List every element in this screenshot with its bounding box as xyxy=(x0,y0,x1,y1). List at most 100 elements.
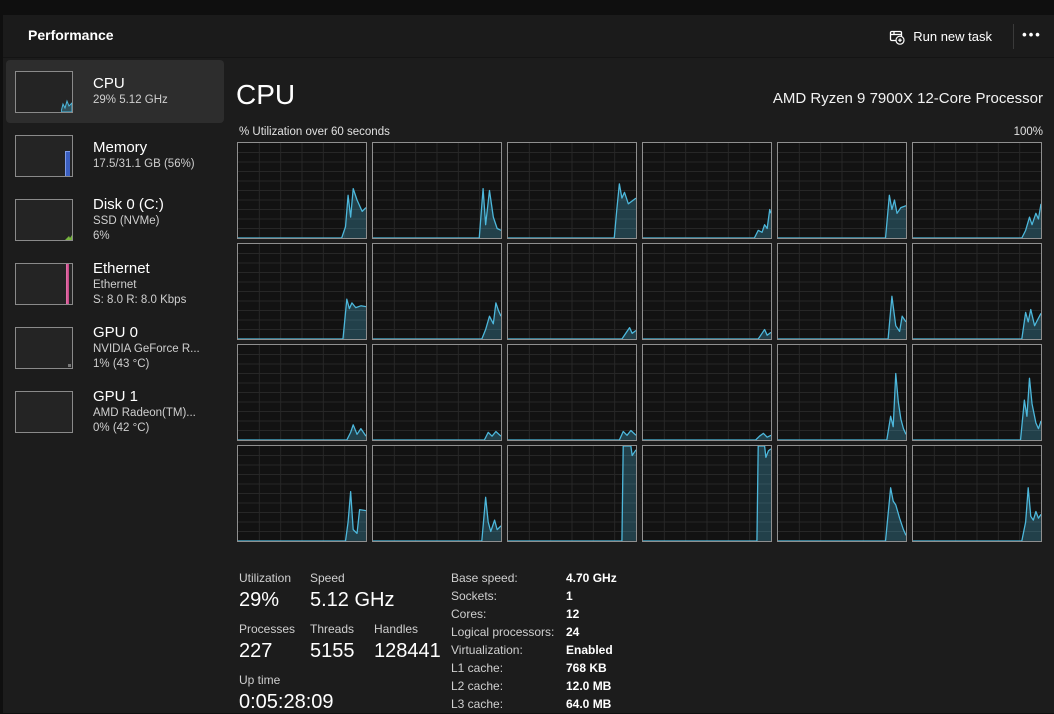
cpu-core-graph-6 xyxy=(237,243,367,340)
l2-cache-label: L2 cache: xyxy=(451,679,503,693)
cpu-core-graph-17 xyxy=(912,344,1042,441)
sidebar-cpu-sub: 29% 5.12 GHz xyxy=(93,93,168,108)
cpu-core-graph-1 xyxy=(372,142,502,239)
header-divider xyxy=(1013,24,1014,49)
cpu-core-graph-5 xyxy=(912,142,1042,239)
sidebar-ethernet-sub1: Ethernet xyxy=(93,278,186,293)
speed-value: 5.12 GHz xyxy=(310,589,394,612)
logical-processors-value: 24 xyxy=(566,625,579,639)
cpu-core-graph-7 xyxy=(372,243,502,340)
cpu-core-graph-16 xyxy=(777,344,907,441)
gpu1-mini-graph xyxy=(15,391,73,433)
sidebar-disk-title: Disk 0 (C:) xyxy=(93,196,164,214)
performance-sidebar: CPU 29% 5.12 GHz Memory 17.5/31.1 GB (56… xyxy=(3,59,227,713)
sidebar-item-memory[interactable]: Memory 17.5/31.1 GB (56%) xyxy=(6,124,224,187)
threads-label: Threads xyxy=(310,622,354,636)
cpu-core-graph-22 xyxy=(777,445,907,542)
sidebar-item-ethernet[interactable]: Ethernet Ethernet S: 8.0 R: 8.0 Kbps xyxy=(6,252,224,315)
more-options-button[interactable]: ••• xyxy=(1018,27,1046,47)
handles-value: 128441 xyxy=(374,640,441,663)
cpu-core-graph-0 xyxy=(237,142,367,239)
cores-value: 12 xyxy=(566,607,579,621)
cpu-core-graph-9 xyxy=(642,243,772,340)
uptime-label: Up time xyxy=(239,673,280,687)
sidebar-ethernet-title: Ethernet xyxy=(93,260,186,278)
sidebar-ethernet-sub2: S: 8.0 R: 8.0 Kbps xyxy=(93,293,186,308)
sockets-value: 1 xyxy=(566,589,573,603)
cpu-processor-name: AMD Ryzen 9 7900X 12-Core Processor xyxy=(773,90,1043,107)
cpu-mini-graph xyxy=(15,71,73,113)
run-new-task-button[interactable]: Run new task xyxy=(879,22,1002,51)
l3-cache-value: 64.0 MB xyxy=(566,697,611,711)
base-speed-label: Base speed: xyxy=(451,571,518,585)
sidebar-memory-title: Memory xyxy=(93,139,195,157)
cpu-core-graph-18 xyxy=(237,445,367,542)
header-bar: Performance Run new task ••• xyxy=(3,15,1054,58)
sidebar-gpu0-sub1: NVIDIA GeForce R... xyxy=(93,342,200,357)
threads-value: 5155 xyxy=(310,640,355,663)
sidebar-item-gpu1[interactable]: GPU 1 AMD Radeon(TM)... 0% (42 °C) xyxy=(6,380,224,443)
utilization-caption: % Utilization over 60 seconds xyxy=(239,126,390,138)
l3-cache-label: L3 cache: xyxy=(451,697,503,711)
ethernet-mini-graph xyxy=(15,263,73,305)
handles-label: Handles xyxy=(374,622,418,636)
page-title: Performance xyxy=(28,27,114,43)
run-new-task-label: Run new task xyxy=(913,29,992,44)
sidebar-item-disk0[interactable]: Disk 0 (C:) SSD (NVMe) 6% xyxy=(6,188,224,251)
logical-processors-label: Logical processors: xyxy=(451,625,554,639)
gpu0-mini-mark-icon xyxy=(68,364,71,367)
ethernet-mini-line-icon xyxy=(66,264,69,304)
sidebar-item-cpu[interactable]: CPU 29% 5.12 GHz xyxy=(6,60,224,123)
cpu-core-graph-20 xyxy=(507,445,637,542)
sidebar-cpu-title: CPU xyxy=(93,75,168,93)
memory-mini-bar-icon xyxy=(65,151,70,176)
cpu-core-graph-23 xyxy=(912,445,1042,542)
sidebar-gpu1-title: GPU 1 xyxy=(93,388,196,406)
cpu-core-grid xyxy=(237,142,1042,542)
disk-mini-spike-icon xyxy=(65,234,72,240)
cpu-core-graph-4 xyxy=(777,142,907,239)
utilization-value: 29% xyxy=(239,589,279,612)
sidebar-item-gpu0[interactable]: GPU 0 NVIDIA GeForce R... 1% (43 °C) xyxy=(6,316,224,379)
sidebar-memory-sub: 17.5/31.1 GB (56%) xyxy=(93,157,195,172)
l1-cache-value: 768 KB xyxy=(566,661,607,675)
base-speed-value: 4.70 GHz xyxy=(566,571,617,585)
cpu-core-graph-13 xyxy=(372,344,502,441)
cpu-core-graph-21 xyxy=(642,445,772,542)
cpu-core-graph-3 xyxy=(642,142,772,239)
memory-mini-graph xyxy=(15,135,73,177)
speed-label: Speed xyxy=(310,571,345,585)
l2-cache-value: 12.0 MB xyxy=(566,679,611,693)
cpu-core-graph-8 xyxy=(507,243,637,340)
max-scale-label: 100% xyxy=(1014,126,1043,138)
cpu-page-title: CPU xyxy=(236,79,295,111)
utilization-label: Utilization xyxy=(239,571,291,585)
sockets-label: Sockets: xyxy=(451,589,497,603)
cpu-core-graph-10 xyxy=(777,243,907,340)
processes-value: 227 xyxy=(239,640,272,663)
cores-label: Cores: xyxy=(451,607,486,621)
cpu-performance-panel: CPU AMD Ryzen 9 7900X 12-Core Processor … xyxy=(227,59,1054,713)
virtualization-label: Virtualization: xyxy=(451,643,523,657)
cpu-core-graph-12 xyxy=(237,344,367,441)
cpu-core-graph-15 xyxy=(642,344,772,441)
cpu-core-graph-11 xyxy=(912,243,1042,340)
task-manager-window: Performance Run new task ••• xyxy=(3,15,1054,713)
disk-mini-graph xyxy=(15,199,73,241)
cpu-core-graph-19 xyxy=(372,445,502,542)
processes-label: Processes xyxy=(239,622,295,636)
cpu-mini-spike-icon xyxy=(61,99,72,112)
sidebar-gpu0-title: GPU 0 xyxy=(93,324,200,342)
cpu-core-graph-2 xyxy=(507,142,637,239)
sidebar-gpu1-sub2: 0% (42 °C) xyxy=(93,421,196,436)
uptime-value: 0:05:28:09 xyxy=(239,691,334,714)
new-task-icon xyxy=(889,29,905,45)
sidebar-disk-sub2: 6% xyxy=(93,229,164,244)
sidebar-gpu0-sub2: 1% (43 °C) xyxy=(93,357,200,372)
gpu0-mini-graph xyxy=(15,327,73,369)
l1-cache-label: L1 cache: xyxy=(451,661,503,675)
sidebar-gpu1-sub1: AMD Radeon(TM)... xyxy=(93,406,196,421)
sidebar-disk-sub1: SSD (NVMe) xyxy=(93,214,164,229)
virtualization-value: Enabled xyxy=(566,643,613,657)
cpu-core-graph-14 xyxy=(507,344,637,441)
